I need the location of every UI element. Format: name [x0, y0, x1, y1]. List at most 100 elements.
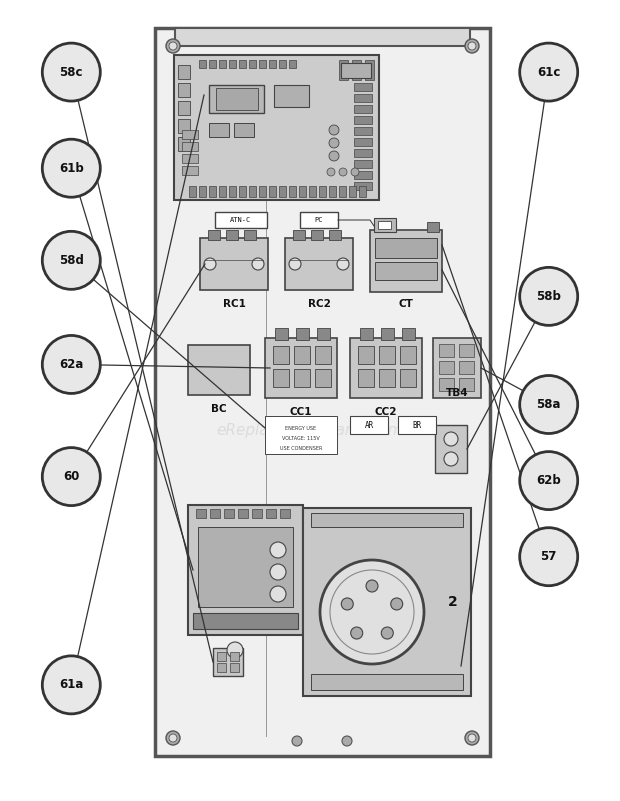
FancyBboxPatch shape: [229, 186, 236, 197]
Text: BR: BR: [412, 421, 422, 429]
Circle shape: [270, 564, 286, 580]
FancyBboxPatch shape: [354, 127, 372, 135]
FancyBboxPatch shape: [178, 83, 190, 97]
FancyBboxPatch shape: [319, 186, 326, 197]
Circle shape: [520, 268, 578, 325]
FancyBboxPatch shape: [259, 60, 266, 68]
Circle shape: [330, 570, 414, 654]
FancyBboxPatch shape: [354, 182, 372, 190]
Circle shape: [444, 452, 458, 466]
Text: AR: AR: [365, 421, 374, 429]
FancyBboxPatch shape: [435, 425, 467, 473]
FancyBboxPatch shape: [230, 663, 239, 672]
FancyBboxPatch shape: [265, 416, 337, 454]
FancyBboxPatch shape: [375, 262, 437, 280]
Circle shape: [342, 736, 352, 746]
Circle shape: [204, 258, 216, 270]
Circle shape: [468, 734, 476, 742]
FancyBboxPatch shape: [354, 149, 372, 157]
Circle shape: [292, 736, 302, 746]
Text: 58a: 58a: [536, 398, 561, 411]
Circle shape: [327, 168, 335, 176]
FancyBboxPatch shape: [381, 328, 394, 340]
Text: 62b: 62b: [536, 474, 561, 487]
Circle shape: [337, 258, 349, 270]
FancyBboxPatch shape: [178, 119, 190, 133]
Circle shape: [444, 432, 458, 446]
FancyBboxPatch shape: [252, 509, 262, 518]
FancyBboxPatch shape: [175, 28, 470, 46]
Circle shape: [42, 336, 100, 393]
FancyBboxPatch shape: [309, 186, 316, 197]
FancyBboxPatch shape: [375, 238, 437, 258]
FancyBboxPatch shape: [217, 663, 226, 672]
Text: 2: 2: [448, 595, 458, 609]
Circle shape: [227, 642, 243, 658]
FancyBboxPatch shape: [193, 613, 298, 629]
FancyBboxPatch shape: [259, 186, 266, 197]
Circle shape: [329, 125, 339, 135]
FancyBboxPatch shape: [182, 166, 198, 175]
FancyBboxPatch shape: [274, 85, 309, 107]
Text: TB4: TB4: [446, 388, 468, 398]
Circle shape: [169, 42, 177, 50]
FancyBboxPatch shape: [273, 346, 289, 364]
FancyBboxPatch shape: [354, 160, 372, 168]
FancyBboxPatch shape: [400, 369, 416, 387]
Circle shape: [351, 168, 359, 176]
Text: eReplacementParts.com: eReplacementParts.com: [216, 422, 404, 437]
Text: RC2: RC2: [308, 299, 330, 309]
FancyBboxPatch shape: [433, 338, 481, 398]
FancyBboxPatch shape: [269, 186, 276, 197]
FancyBboxPatch shape: [354, 171, 372, 179]
Text: 58b: 58b: [536, 290, 561, 303]
Circle shape: [329, 138, 339, 148]
Circle shape: [169, 734, 177, 742]
Circle shape: [465, 731, 479, 745]
FancyBboxPatch shape: [217, 652, 226, 661]
Circle shape: [42, 231, 100, 289]
FancyBboxPatch shape: [239, 60, 246, 68]
FancyBboxPatch shape: [189, 186, 196, 197]
FancyBboxPatch shape: [341, 63, 371, 78]
FancyBboxPatch shape: [230, 652, 239, 661]
FancyBboxPatch shape: [289, 60, 296, 68]
FancyBboxPatch shape: [439, 361, 454, 374]
FancyBboxPatch shape: [311, 513, 463, 527]
FancyBboxPatch shape: [178, 101, 190, 115]
FancyBboxPatch shape: [209, 123, 229, 137]
FancyBboxPatch shape: [315, 369, 331, 387]
FancyBboxPatch shape: [219, 186, 226, 197]
Circle shape: [351, 627, 363, 639]
FancyBboxPatch shape: [210, 509, 220, 518]
FancyBboxPatch shape: [365, 60, 374, 80]
FancyBboxPatch shape: [350, 338, 422, 398]
FancyBboxPatch shape: [439, 378, 454, 391]
FancyBboxPatch shape: [265, 338, 337, 398]
FancyBboxPatch shape: [196, 509, 206, 518]
FancyBboxPatch shape: [215, 212, 267, 228]
FancyBboxPatch shape: [354, 83, 372, 91]
FancyBboxPatch shape: [199, 186, 206, 197]
FancyBboxPatch shape: [188, 345, 250, 395]
FancyBboxPatch shape: [280, 509, 290, 518]
Circle shape: [520, 452, 578, 509]
FancyBboxPatch shape: [315, 346, 331, 364]
FancyBboxPatch shape: [188, 505, 303, 635]
FancyBboxPatch shape: [279, 186, 286, 197]
Text: 57: 57: [541, 550, 557, 563]
Circle shape: [42, 43, 100, 101]
FancyBboxPatch shape: [339, 186, 346, 197]
FancyBboxPatch shape: [294, 346, 310, 364]
Circle shape: [520, 528, 578, 586]
Text: ENERGY USE: ENERGY USE: [285, 425, 317, 430]
Text: 61c: 61c: [537, 66, 560, 78]
FancyBboxPatch shape: [234, 123, 254, 137]
FancyBboxPatch shape: [226, 230, 238, 240]
FancyBboxPatch shape: [354, 138, 372, 146]
Circle shape: [42, 139, 100, 197]
FancyBboxPatch shape: [398, 416, 436, 434]
Circle shape: [381, 627, 393, 639]
FancyBboxPatch shape: [329, 230, 341, 240]
FancyBboxPatch shape: [216, 88, 258, 110]
